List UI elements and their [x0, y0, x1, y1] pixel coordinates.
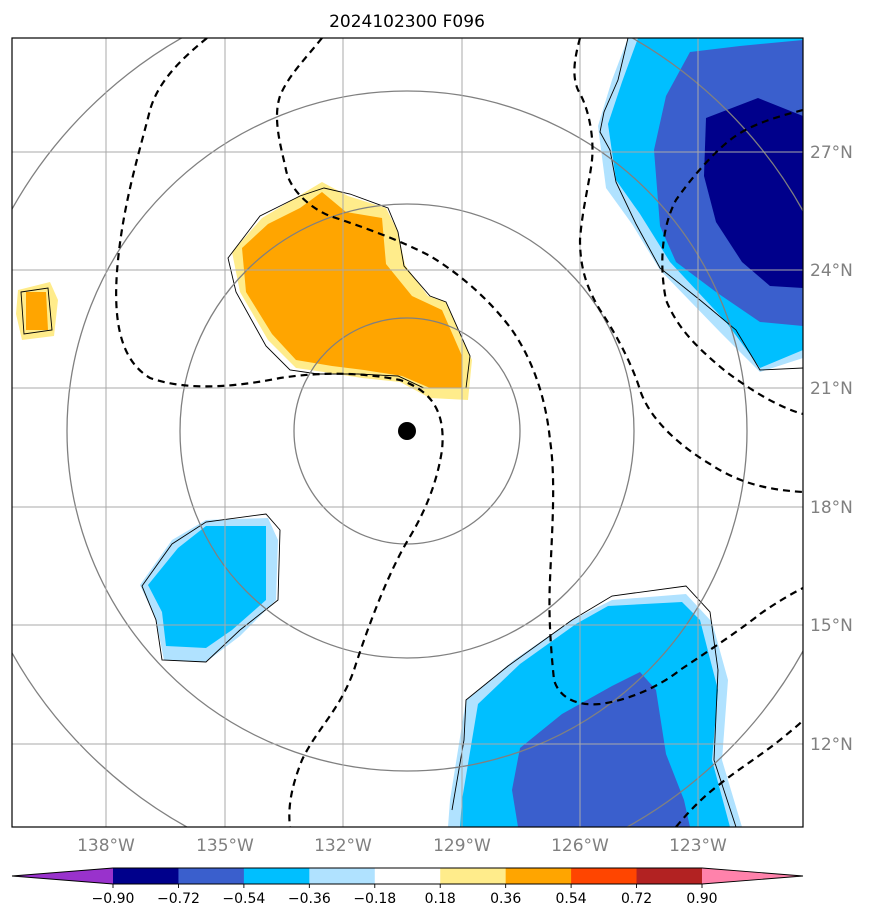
colorbar-extend-low	[12, 868, 113, 884]
colorbar-bin	[636, 868, 703, 884]
solid-contour-outlines	[20, 38, 803, 827]
map-area	[12, 38, 803, 827]
lat-label: 12°N	[810, 735, 853, 755]
positive-patch-west	[26, 292, 48, 330]
lon-label: 132°W	[314, 836, 372, 856]
lat-label: 24°N	[810, 261, 853, 281]
contour-outline-ne	[599, 38, 803, 371]
colorbar-bin	[243, 868, 310, 884]
storm-center-dot	[398, 422, 416, 440]
colorbar-bin	[571, 868, 638, 884]
contour-outline-sw	[141, 513, 281, 663]
dashed-contour-center	[275, 38, 803, 706]
map-frame	[11, 37, 804, 828]
shaded-anomaly-field	[16, 38, 803, 827]
dashed-contour-ne	[661, 108, 803, 416]
lon-label: 138°W	[77, 836, 135, 856]
colorbar-tick-label: −0.72	[157, 891, 200, 907]
graticule	[12, 38, 803, 827]
positive-anomaly	[242, 192, 462, 388]
colorbar-tick-label: 0.36	[490, 891, 521, 907]
colorbar-tick-label: 0.18	[425, 891, 456, 907]
negative-region-se-strong	[512, 672, 690, 827]
lon-label: 126°W	[551, 836, 609, 856]
colorbar-tick-label: 0.54	[556, 891, 587, 907]
latitude-labels: 27°N 24°N 21°N 18°N 15°N 12°N	[810, 143, 853, 755]
lon-label: 135°W	[196, 836, 254, 856]
range-ring-3	[66, 90, 748, 772]
lon-label: 123°W	[669, 836, 727, 856]
range-rings	[12, 38, 803, 827]
colorbar-bin	[440, 868, 507, 884]
colorbar-bin	[374, 868, 441, 884]
colorbar-extend-high	[702, 868, 803, 884]
dashed-contour-west	[115, 38, 444, 827]
colorbar-tick-label: −0.54	[222, 891, 265, 907]
map-title: 2024102300 F096	[329, 12, 485, 32]
lat-label: 18°N	[810, 498, 853, 518]
lat-label: 15°N	[810, 616, 853, 636]
lat-label: 27°N	[810, 143, 853, 163]
range-ring-1	[293, 317, 521, 545]
colorbar-bin	[505, 868, 572, 884]
negative-region-ne-max	[704, 98, 803, 288]
colorbar-bin	[309, 868, 376, 884]
longitude-labels: 138°W 135°W 132°W 129°W 126°W 123°W	[77, 836, 727, 856]
dashed-contour-east	[573, 38, 803, 494]
colorbar-tick-label: 0.90	[686, 891, 717, 907]
colorbar-tick-label: 0.72	[621, 891, 652, 907]
dashed-contour-se	[675, 719, 803, 827]
colorbar-bin	[113, 868, 179, 884]
lat-label: 21°N	[810, 379, 853, 399]
dashed-contours	[115, 38, 803, 827]
colorbar-bin	[178, 868, 245, 884]
contour-outline-positive	[227, 187, 471, 389]
range-ring-2	[179, 203, 635, 659]
colorbar-tick-label: −0.90	[92, 891, 135, 907]
negative-patch-sw	[148, 526, 266, 648]
colorbar: −0.90 −0.72 −0.54 −0.36 −0.18 0.18 0.36 0.54 0.7…	[11, 867, 804, 907]
colorbar-tick-label: −0.18	[353, 891, 396, 907]
contour-outline-se	[451, 585, 737, 827]
contour-outline-west-patch	[20, 287, 53, 335]
colorbar-tick-label: −0.36	[288, 891, 331, 907]
lon-label: 129°W	[433, 836, 491, 856]
